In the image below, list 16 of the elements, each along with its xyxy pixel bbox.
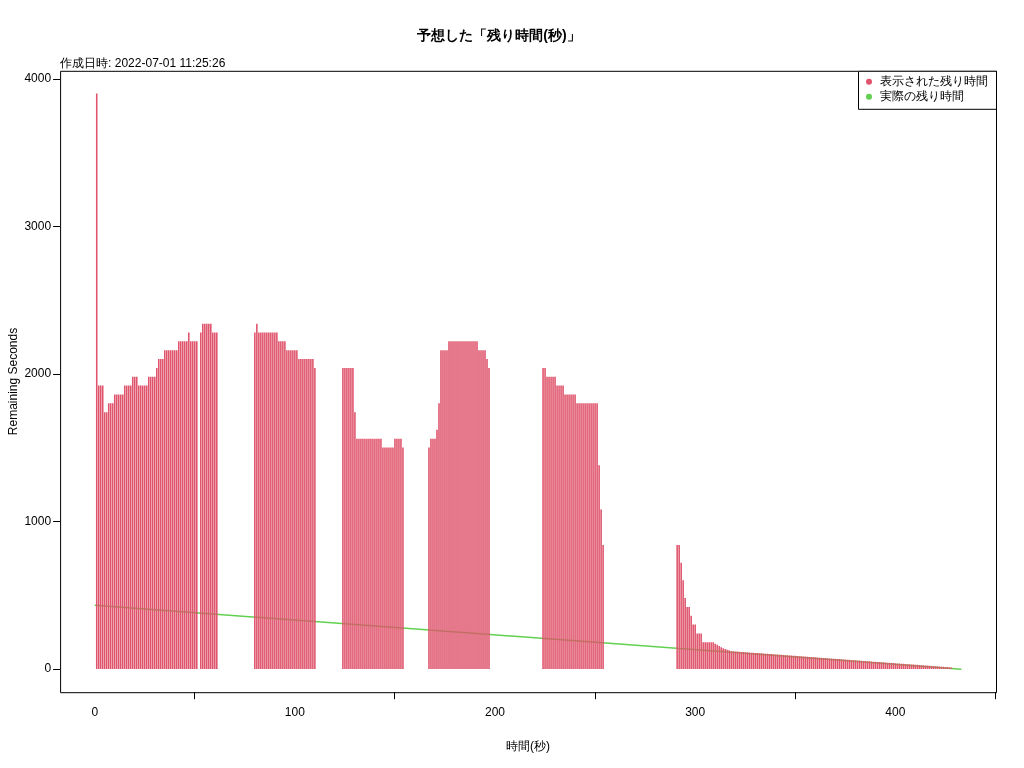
y-tick-label: 0 <box>44 661 52 676</box>
legend-label: 実際の残り時間 <box>880 89 964 104</box>
x-tick-label: 200 <box>485 704 506 719</box>
y-tick-label: 3000 <box>24 218 52 233</box>
x-tick-label: 300 <box>685 704 706 719</box>
y-tick-label: 4000 <box>24 71 52 86</box>
x-tick-label: 400 <box>885 704 906 719</box>
x-tick-label: 0 <box>91 704 99 719</box>
y-tick-label: 1000 <box>24 513 52 528</box>
y-axis-title: Remaining Seconds <box>5 327 20 436</box>
x-axis-title: 時間(秒) <box>506 739 551 754</box>
chart-title: 予想した「残り時間(秒)」 <box>416 27 581 44</box>
y-tick-label: 2000 <box>24 366 52 381</box>
x-tick-label: 100 <box>284 704 306 719</box>
text: 作成日時: 2022-07-01 11:25:26 <box>59 56 226 71</box>
legend-label: 表示された残り時間 <box>880 74 988 89</box>
